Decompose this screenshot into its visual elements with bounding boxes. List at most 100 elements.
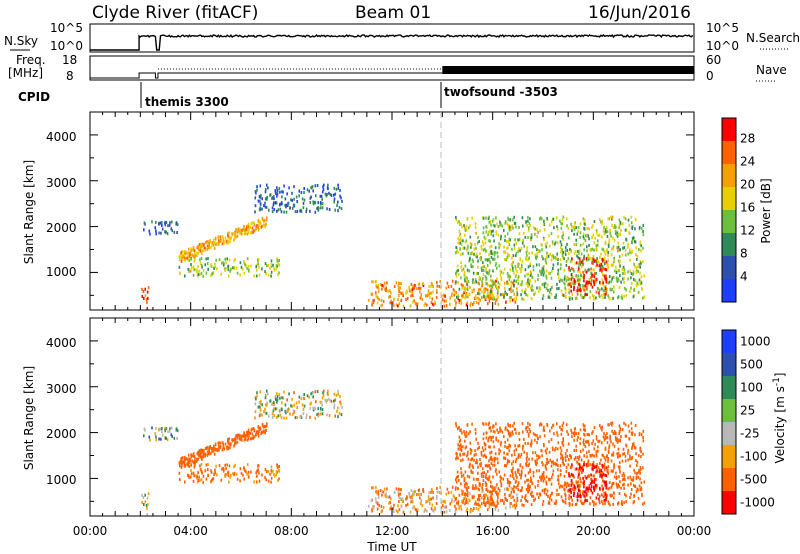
velocity-cell <box>582 481 584 485</box>
power-cell <box>320 194 323 198</box>
power-cell <box>504 238 506 242</box>
power-cell <box>560 246 562 250</box>
velocity-cell <box>541 454 543 458</box>
velocity-cell <box>277 479 279 482</box>
velocity-cell <box>427 495 430 499</box>
velocity-cell <box>180 457 182 461</box>
power-cell <box>377 286 380 290</box>
velocity-cell <box>464 439 466 443</box>
power-cell <box>580 252 583 256</box>
velocity-cell <box>432 508 434 512</box>
power-cell <box>627 277 629 281</box>
velocity-cell <box>512 487 514 491</box>
power-cell <box>216 267 218 271</box>
velocity-cell <box>272 469 274 473</box>
power-cell <box>624 253 627 257</box>
velocity-cell <box>518 444 521 448</box>
velocity-cell <box>593 481 596 485</box>
velocity-cell <box>639 477 641 481</box>
power-cell <box>141 295 144 298</box>
power-cell <box>510 296 512 299</box>
power-cell <box>530 238 532 242</box>
velocity-cell <box>517 456 519 460</box>
velocity-cell <box>560 456 562 460</box>
power-cell <box>465 287 467 291</box>
power-cell <box>516 287 518 291</box>
power-cell <box>492 229 494 233</box>
power-cell <box>449 296 451 300</box>
velocity-cell <box>482 475 485 478</box>
power-cell <box>557 272 559 276</box>
power-cell <box>184 258 186 262</box>
velocity-cell <box>480 502 483 506</box>
power-cell <box>493 253 496 257</box>
power-cell <box>576 261 578 265</box>
power-cell <box>472 265 474 269</box>
power-cell <box>270 270 273 274</box>
velocity-cell <box>491 497 493 501</box>
velocity-cell <box>444 500 446 504</box>
power-cell <box>576 278 579 282</box>
power-cell <box>599 256 601 259</box>
velocity-cell <box>471 457 474 461</box>
power-cell <box>523 231 525 235</box>
power-cell <box>582 270 584 274</box>
velocity-cell <box>621 500 623 504</box>
power-cell <box>242 267 244 271</box>
velocity-cell <box>546 489 549 493</box>
power-cell <box>638 263 640 266</box>
velocity-cell <box>179 464 181 468</box>
velocity-cell <box>527 425 529 429</box>
power-cell <box>475 300 478 304</box>
power-cell <box>513 243 516 247</box>
velocity-cell <box>458 435 461 439</box>
power-cell <box>642 230 644 233</box>
velocity-cell <box>317 413 320 417</box>
velocity-cell <box>266 422 268 426</box>
power-cell <box>532 264 535 268</box>
power-cell <box>551 240 554 244</box>
velocity-cell <box>456 452 458 456</box>
power-cell <box>261 207 263 211</box>
power-cell <box>542 222 545 226</box>
power-cell <box>512 266 514 270</box>
velocity-cell <box>434 506 436 510</box>
velocity-cell <box>573 434 576 437</box>
power-cell <box>604 274 606 278</box>
power-cell <box>456 269 458 273</box>
velocity-cell <box>481 496 483 500</box>
velocity-cell <box>228 441 230 445</box>
power-cell <box>261 267 263 271</box>
power-cell <box>641 286 643 290</box>
velocity-cell <box>617 439 620 443</box>
velocity-cell <box>481 486 483 490</box>
velocity-cell <box>557 482 560 486</box>
velocity-cell <box>218 464 221 468</box>
power-cell <box>629 248 631 252</box>
velocity-cell <box>197 471 199 475</box>
velocity-cell <box>141 493 143 497</box>
velocity-cell <box>577 462 580 466</box>
velocity-cell <box>495 505 497 509</box>
velocity-cell <box>432 496 434 500</box>
velocity-cell <box>431 503 434 507</box>
velocity-cell <box>634 484 636 488</box>
velocity-cell <box>500 440 502 444</box>
velocity-cell <box>641 492 643 496</box>
velocity-cell <box>593 487 595 491</box>
x-tick-label: 04:00 <box>173 524 208 538</box>
velocity-cell <box>507 488 510 492</box>
velocity-cell <box>264 468 267 472</box>
velocity-cell <box>278 477 280 481</box>
power-cell <box>146 290 149 294</box>
velocity-cell <box>477 487 480 491</box>
power-cell <box>532 288 535 292</box>
velocity-cell <box>457 487 459 491</box>
velocity-cell <box>541 489 544 493</box>
velocity-cell <box>476 447 479 451</box>
power-cell <box>485 269 487 273</box>
velocity-cell <box>319 412 322 416</box>
power-cell <box>516 262 519 266</box>
power-cell <box>367 298 370 302</box>
power-cell <box>382 299 385 303</box>
